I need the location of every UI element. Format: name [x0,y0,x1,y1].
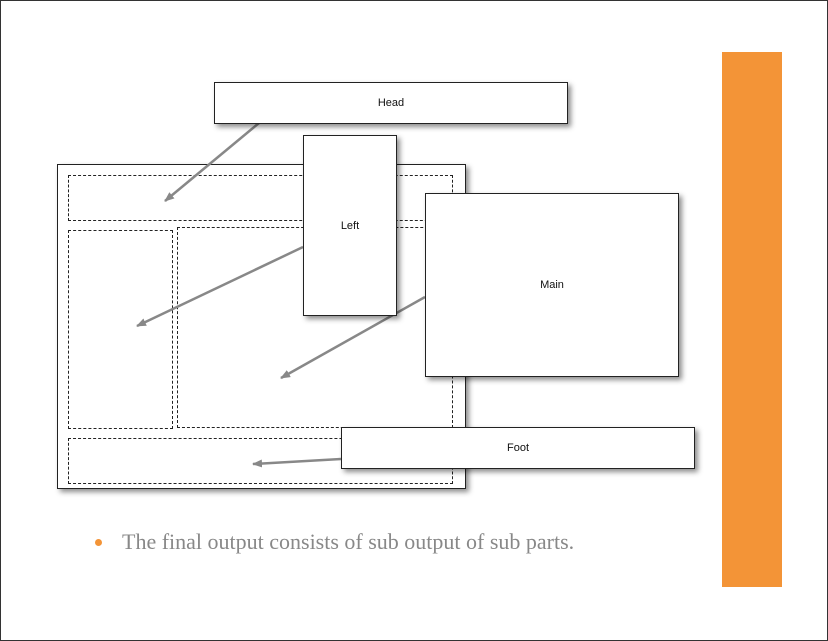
main-arrow [280,295,426,380]
foot-label: Foot [506,442,529,454]
main-label: Main [540,279,564,291]
bullet-item: The final output consists of sub output … [95,529,574,555]
left-arrow [136,245,304,328]
bullet-text: The final output consists of sub output … [122,529,575,554]
bullet-dot [95,538,102,546]
foot-arrow [252,457,342,468]
head-label: Head [377,97,405,109]
foot-box: Foot [341,427,695,469]
main-box: Main [425,193,679,377]
head-box: Head [214,82,568,124]
left-label: Left [340,220,360,232]
left-box: Left [303,135,397,316]
accent-bar [722,52,782,587]
head-arrow [164,122,260,202]
left-region [68,230,173,429]
